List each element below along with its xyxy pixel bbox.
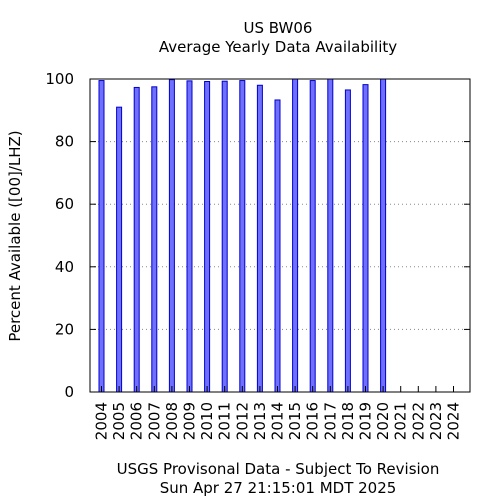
x-tick-label: 2004	[93, 402, 111, 440]
y-tick-label: 60	[55, 195, 74, 213]
bar-2012	[239, 80, 246, 393]
x-tick-label: 2008	[163, 402, 181, 440]
x-tick-label: 2005	[110, 402, 128, 440]
y-tick-label: 0	[64, 383, 74, 401]
x-tick-label: 2021	[392, 402, 410, 440]
x-tick-label: 2022	[409, 402, 427, 440]
x-axis-label: USGS Provisonal Data - Subject To Revisi…	[117, 460, 440, 478]
bar-2016	[309, 80, 316, 393]
y-axis: 0 20 40 60 80 100	[45, 70, 470, 401]
x-tick-label: 2017	[321, 402, 339, 440]
chart-subtitle: Average Yearly Data Availability	[159, 38, 397, 56]
x-tick-label: 2013	[251, 402, 269, 440]
x-tick-label: 2010	[198, 402, 216, 440]
x-tick-label: 2019	[357, 402, 375, 440]
x-axis: 2004 2005 2006 2007 2008 2009 2010 2011 2012 2013…	[93, 386, 463, 440]
chart-title: US BW06	[244, 19, 313, 37]
x-tick-label: 2018	[339, 402, 357, 440]
plot-frame	[89, 78, 471, 393]
timestamp: Sun Apr 27 21:15:01 MDT 2025	[160, 479, 397, 497]
bar-2005	[116, 106, 123, 393]
x-tick-label: 2012	[233, 402, 251, 440]
x-tick-label: 2007	[145, 402, 163, 440]
bar-2004	[98, 80, 105, 393]
bar-2010	[204, 81, 211, 393]
x-tick-label: 2023	[427, 402, 445, 440]
bar-2020	[380, 78, 387, 393]
x-tick-label: 2009	[181, 402, 199, 440]
x-tick-label: 2011	[216, 402, 234, 440]
y-tick-label: 40	[55, 258, 74, 276]
y-tick-label: 80	[55, 133, 74, 151]
bar-2011	[221, 80, 228, 393]
bar-2014	[274, 99, 281, 393]
y-tick-label: 100	[45, 70, 74, 88]
bar-2009	[186, 80, 193, 393]
x-tick-label: 2016	[304, 402, 322, 440]
x-tick-label: 2020	[374, 402, 392, 440]
bars	[98, 78, 387, 393]
x-tick-label: 2006	[128, 402, 146, 440]
y-axis-label: Percent Available ([00]/LHZ)	[6, 130, 24, 341]
y-tick-label: 20	[55, 320, 74, 338]
x-tick-label: 2014	[269, 402, 287, 440]
bar-2018	[344, 89, 351, 393]
x-tick-label: 2015	[286, 402, 304, 440]
bar-2019	[362, 84, 369, 393]
x-tick-label: 2024	[445, 402, 463, 440]
bar-2013	[256, 84, 263, 393]
bar-2017	[327, 78, 334, 393]
bar-2007	[151, 86, 158, 393]
bar-2015	[292, 78, 299, 393]
bar-2008	[168, 79, 175, 393]
bar-2006	[133, 86, 140, 393]
